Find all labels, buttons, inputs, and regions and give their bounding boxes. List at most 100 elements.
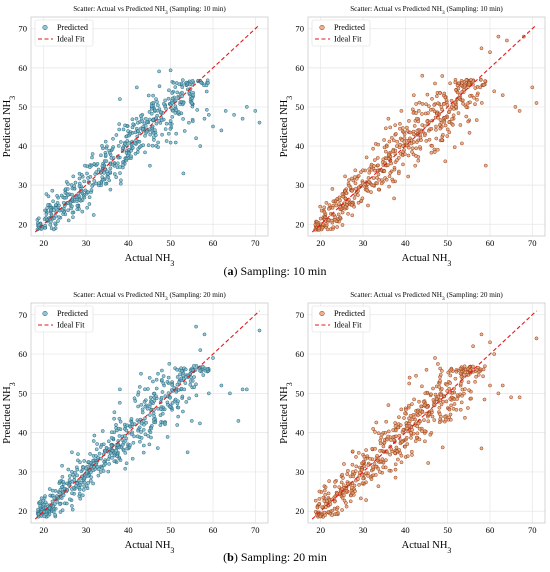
data-point <box>101 442 106 447</box>
data-point <box>425 92 430 97</box>
data-point <box>145 119 149 124</box>
data-point <box>509 395 513 400</box>
data-point <box>82 179 87 184</box>
data-point <box>84 466 89 471</box>
data-point <box>334 512 339 516</box>
data-point <box>190 119 195 124</box>
data-point <box>253 109 258 113</box>
data-point <box>394 132 398 136</box>
data-point <box>434 124 438 129</box>
data-point <box>179 366 183 371</box>
data-point <box>360 473 365 477</box>
y-tick-label: 40 <box>295 428 304 438</box>
data-point <box>140 410 145 415</box>
data-point <box>318 514 323 519</box>
data-point <box>95 162 100 166</box>
y-axis-label: Predicted NH3 <box>2 96 17 157</box>
data-point <box>36 216 41 221</box>
data-point <box>415 409 420 414</box>
data-point <box>176 405 181 410</box>
data-point <box>191 93 195 97</box>
data-point <box>327 479 331 483</box>
data-point <box>153 128 157 132</box>
data-point <box>448 397 453 401</box>
data-point <box>103 153 108 157</box>
data-point <box>164 139 169 143</box>
data-point <box>459 400 464 405</box>
data-point <box>77 491 82 496</box>
data-point <box>432 103 437 107</box>
data-point <box>125 139 130 143</box>
data-point <box>513 105 518 109</box>
data-point <box>435 147 440 152</box>
data-point <box>320 225 325 230</box>
data-point <box>383 126 388 131</box>
data-point <box>117 434 122 438</box>
data-point <box>321 222 326 227</box>
data-point <box>156 103 160 108</box>
x-tick-label: 30 <box>82 525 91 535</box>
x-tick-label: 30 <box>359 238 368 248</box>
x-tick-label: 50 <box>166 238 175 248</box>
data-point <box>160 132 164 137</box>
data-point <box>128 443 132 448</box>
data-point <box>161 374 166 378</box>
data-point <box>466 380 471 385</box>
data-point <box>422 403 427 408</box>
data-point <box>400 439 404 444</box>
data-point <box>448 390 452 395</box>
data-point <box>410 402 414 406</box>
data-point <box>394 445 399 450</box>
data-point <box>347 178 351 183</box>
data-point <box>181 171 186 176</box>
data-point <box>43 494 47 498</box>
data-point <box>345 472 350 477</box>
data-point <box>68 200 73 205</box>
data-point <box>423 111 428 116</box>
data-point <box>136 129 140 134</box>
data-point <box>434 136 439 141</box>
data-point <box>399 138 404 142</box>
data-point <box>141 443 146 448</box>
data-point <box>141 419 146 423</box>
data-point <box>382 169 387 174</box>
data-point <box>66 467 71 472</box>
data-point <box>161 101 166 106</box>
data-point <box>344 504 349 509</box>
plot-frame <box>307 16 546 237</box>
data-point <box>80 493 85 498</box>
data-point <box>46 194 51 199</box>
data-point <box>359 170 363 175</box>
data-point <box>125 446 129 451</box>
data-point <box>198 368 202 373</box>
data-point <box>455 90 460 95</box>
data-point <box>399 109 404 113</box>
data-point <box>340 210 345 215</box>
data-point <box>326 206 331 211</box>
data-point <box>436 101 441 106</box>
data-point <box>110 448 115 453</box>
data-point <box>447 130 452 135</box>
data-point <box>384 419 389 424</box>
data-point <box>420 112 424 116</box>
data-point <box>415 128 420 133</box>
data-point <box>451 406 456 411</box>
data-point <box>228 391 232 396</box>
plot-frame <box>30 302 269 524</box>
data-point <box>166 96 171 101</box>
data-point <box>336 212 341 217</box>
data-point <box>398 126 402 131</box>
data-point <box>100 429 105 433</box>
data-point <box>346 468 350 473</box>
data-point <box>240 387 245 392</box>
data-point <box>75 481 80 486</box>
data-point <box>448 381 453 385</box>
data-point <box>257 120 262 125</box>
data-point <box>106 439 111 444</box>
data-point <box>154 121 159 126</box>
data-point <box>471 344 475 349</box>
data-point <box>47 487 52 491</box>
data-point <box>443 159 448 164</box>
data-point <box>170 115 175 119</box>
